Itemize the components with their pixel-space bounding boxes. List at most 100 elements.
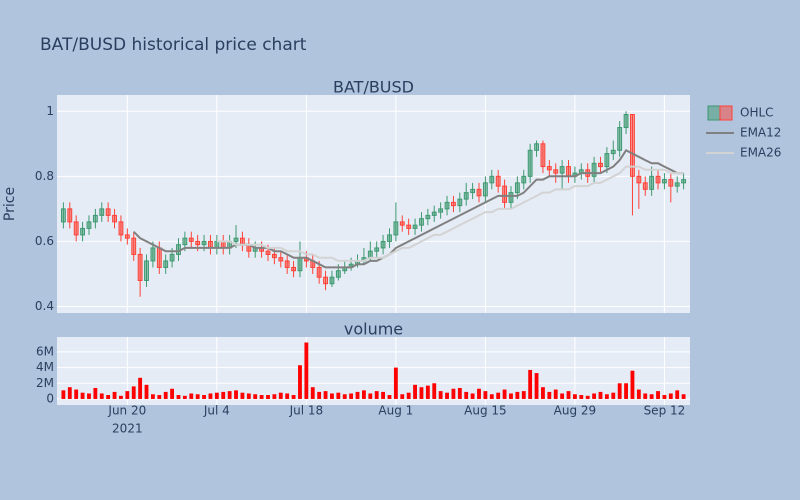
candle-body — [406, 224, 412, 229]
volume-bar — [406, 392, 411, 399]
volume-bar — [668, 393, 673, 399]
candle-body — [284, 260, 290, 268]
candle-body — [540, 143, 546, 168]
candle-body — [591, 162, 597, 177]
candle-body — [278, 257, 284, 262]
candle-body — [131, 237, 137, 255]
volume-bar — [419, 387, 424, 399]
candle-body — [495, 175, 501, 187]
volume-bar — [74, 389, 79, 399]
volume-bar — [317, 391, 322, 399]
volume-bar — [502, 389, 507, 399]
volume-bar — [643, 393, 648, 399]
candle-body — [137, 253, 143, 281]
candle-body — [86, 221, 92, 229]
candle-body — [502, 185, 507, 203]
candle-body — [476, 188, 482, 197]
legend-swatch-down — [719, 105, 733, 121]
x-year-label: 2021 — [112, 422, 143, 436]
ema-line — [216, 165, 684, 262]
candle-body — [387, 234, 392, 242]
candle-body — [118, 221, 124, 236]
x-tick-label: Jun 20 — [107, 404, 146, 418]
y-tick-label: 6M — [36, 344, 54, 358]
volume-bar — [189, 393, 194, 399]
volume-bar — [355, 391, 360, 399]
volume-bar — [234, 390, 238, 399]
subplot-title: volume — [344, 320, 403, 339]
volume-bar — [361, 390, 366, 399]
x-tick-label: Sep 12 — [644, 404, 686, 418]
volume-bar — [604, 394, 609, 399]
volume-bar — [291, 395, 296, 399]
ema-line — [132, 148, 684, 269]
x-tick-label: Jul 4 — [203, 404, 230, 418]
volume-bar — [649, 394, 654, 399]
candle-body — [99, 208, 105, 216]
volume-bar — [202, 395, 206, 399]
candle-body — [163, 260, 169, 268]
volume-bar — [515, 391, 520, 399]
candle-body — [316, 266, 322, 278]
y-tick-label: 0.8 — [35, 169, 54, 183]
volume-bar — [157, 395, 162, 399]
volume-bar — [579, 395, 584, 399]
candle-body — [323, 276, 328, 285]
plot-area — [57, 95, 690, 313]
y-tick-label: 1 — [46, 104, 54, 118]
candle-body — [610, 149, 616, 155]
volume-bar — [585, 395, 590, 399]
candle-body — [60, 208, 66, 223]
candle-body — [380, 240, 386, 249]
candle-body — [233, 237, 239, 242]
candle-body — [240, 237, 245, 246]
candle-body — [649, 175, 655, 190]
candle-body — [425, 214, 431, 220]
candle-body — [291, 266, 296, 272]
candle-body — [374, 247, 380, 252]
volume-bar — [457, 387, 462, 399]
volume-bar — [240, 392, 245, 399]
candle-body — [559, 166, 565, 174]
candle-body — [457, 198, 463, 207]
volume-bar — [553, 389, 558, 399]
volume-bar — [374, 391, 379, 399]
candle-body — [195, 240, 201, 246]
candle-body — [521, 175, 527, 184]
candle-body — [636, 175, 642, 184]
volume-bar — [541, 387, 545, 399]
volume-bar — [630, 370, 635, 399]
x-tick-label: Aug 15 — [464, 404, 507, 418]
legend-label: EMA26 — [740, 146, 781, 160]
volume-bar — [400, 394, 405, 399]
volume-bar — [547, 391, 552, 399]
candle-body — [553, 169, 559, 174]
candle-body — [482, 182, 488, 197]
candle-body — [451, 201, 456, 207]
volume-bar — [298, 365, 302, 399]
candle-body — [470, 188, 476, 194]
candle-body — [182, 237, 188, 246]
candle-body — [527, 149, 533, 177]
volume-bar — [624, 383, 628, 399]
candle-body — [188, 237, 194, 242]
volume-bar — [572, 394, 577, 399]
volume-bar — [131, 386, 136, 399]
volume-bar — [285, 393, 290, 399]
plot-area — [57, 337, 690, 405]
candle-body — [642, 182, 648, 190]
volume-bar — [93, 387, 98, 399]
volume-bar — [349, 393, 354, 399]
volume-bar — [67, 387, 72, 399]
candle-body — [546, 166, 552, 171]
candle-body — [105, 208, 111, 216]
volume-bar — [528, 369, 533, 399]
volume-bar — [61, 390, 66, 399]
volume-bar — [138, 377, 143, 399]
candle-body — [201, 240, 207, 246]
volume-bar — [566, 391, 571, 399]
candle-body — [73, 221, 79, 236]
volume-bar — [496, 392, 501, 399]
volume-bar — [438, 391, 443, 399]
